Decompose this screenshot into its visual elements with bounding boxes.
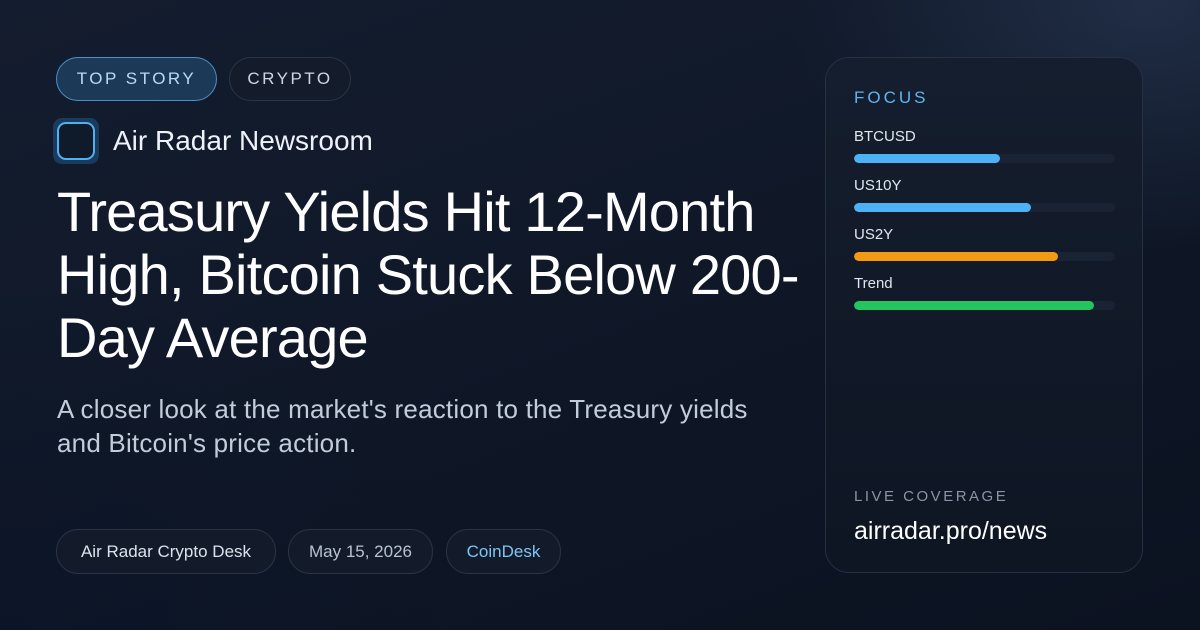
metric-label-trend: Trend xyxy=(854,275,893,292)
metric-fill-us2y xyxy=(854,252,1058,261)
metric-label-us10y: US10Y xyxy=(854,177,902,194)
metric-label-us2y: US2Y xyxy=(854,226,894,243)
subtitle: A closer look at the market's reaction t… xyxy=(57,394,748,458)
metric-fill-trend xyxy=(854,301,1095,310)
focus-label: FOCUS xyxy=(854,88,929,107)
site-link[interactable]: airradar.pro/news xyxy=(854,517,1048,545)
tag-crypto[interactable]: CRYPTO xyxy=(229,57,351,101)
meta-source-link[interactable]: CoinDesk xyxy=(446,529,561,574)
square-outline-icon xyxy=(53,118,99,164)
metric-bar-us2y xyxy=(854,252,1115,261)
metric-fill-us10y xyxy=(854,203,1032,212)
meta-desk[interactable]: Air Radar Crypto Desk xyxy=(56,529,276,574)
tag-top-story[interactable]: TOP STORY xyxy=(56,57,217,101)
metric-bar-btcusd xyxy=(854,154,1115,163)
metric-bar-trend xyxy=(854,301,1115,310)
headline: Treasury Yields Hit 12-Month High, Bitco… xyxy=(57,180,800,369)
metric-bar-us10y xyxy=(854,203,1115,212)
focus-panel: FOCUS BTCUSD US10Y US2Y Trend LIVE COVER… xyxy=(825,57,1143,573)
live-coverage-label: LIVE COVERAGE xyxy=(854,488,1009,505)
metric-label-btcusd: BTCUSD xyxy=(854,128,916,145)
brand-name: Air Radar Newsroom xyxy=(113,125,373,156)
meta-date: May 15, 2026 xyxy=(288,529,433,574)
metric-fill-btcusd xyxy=(854,154,1001,163)
